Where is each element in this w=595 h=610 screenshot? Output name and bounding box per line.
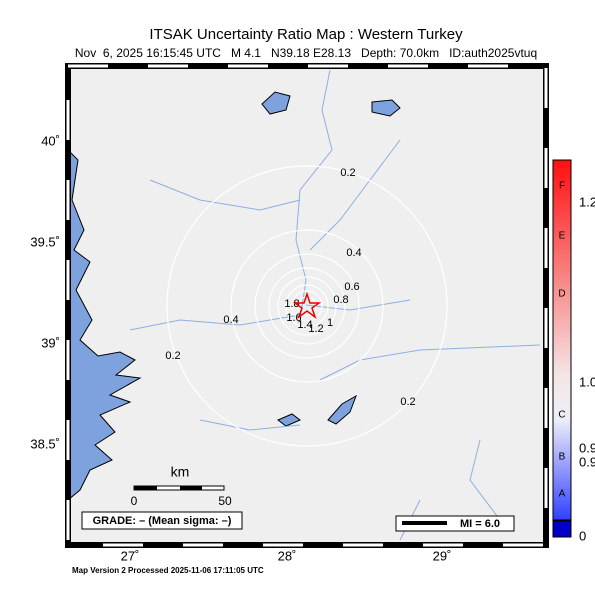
contour-label: 0.4 <box>223 314 238 326</box>
lat-label: 40˚ <box>41 133 60 148</box>
footer: Map Version 2 Processed 2025-11-06 17:11… <box>72 566 264 575</box>
legend-text: MI = 6.0 <box>460 518 500 530</box>
lat-label: 39.5˚ <box>30 234 60 249</box>
contour-label: 1 <box>327 317 333 329</box>
legend-box <box>395 515 515 532</box>
scale-unit: km <box>171 464 190 480</box>
contour-label: 1.6 <box>286 312 301 324</box>
contour-label: 1.8 <box>284 298 299 310</box>
map: 0.2 0.4 0.6 0.8 1 1.2 1.4 1.6 1.8 0.4 0.… <box>65 63 549 548</box>
island <box>371 99 401 117</box>
title: ITSAK Uncertainty Ratio Map : Western Tu… <box>149 26 463 43</box>
colorbar: F E D C B A 1.2 1.0 0.9 0.9 0 <box>552 159 595 543</box>
grade-letter: F <box>559 181 565 192</box>
grade-letter: E <box>559 231 566 242</box>
colorbar-value: 1.2 <box>579 194 595 209</box>
lon-label: 29˚ <box>433 548 452 563</box>
lon-labels: 27˚ 28˚ 29˚ <box>121 548 452 563</box>
contour-labels: 0.2 0.4 0.6 0.8 1 1.2 1.4 1.6 1.8 0.4 0.… <box>165 167 415 408</box>
grade-letter: C <box>558 410 565 421</box>
lat-label: 39˚ <box>41 335 60 350</box>
grade-letter: A <box>559 489 566 500</box>
epicenter <box>292 291 322 320</box>
scale-start: 0 <box>131 494 138 508</box>
lat-label: 38.5˚ <box>30 436 60 451</box>
island <box>261 91 291 115</box>
sea <box>67 148 142 502</box>
colorbar-bottom <box>552 520 572 538</box>
frame <box>65 63 549 548</box>
scale-bar <box>180 486 202 490</box>
lon-label: 27˚ <box>121 548 140 563</box>
colorbar-gradient <box>552 159 572 521</box>
contour-label: 0.2 <box>400 396 415 408</box>
grade: GRADE: – (Mean sigma: –) <box>93 515 232 527</box>
contour-label: 0.2 <box>165 350 180 362</box>
lon-label: 28˚ <box>278 548 297 563</box>
rivers <box>129 69 541 541</box>
subtitle: Nov 6, 2025 16:15:45 UTC M 4.1 N39.18 E2… <box>75 46 537 60</box>
contour-label: 0.6 <box>344 281 359 293</box>
grade-letter: D <box>558 289 565 300</box>
contour-label: 0.4 <box>346 247 361 259</box>
scale-end: 50 <box>218 494 232 508</box>
grade-letter: B <box>559 452 566 463</box>
grade-box <box>81 511 243 530</box>
contour-label: 0.2 <box>340 167 355 179</box>
contour-label: 0.8 <box>333 294 348 306</box>
lake <box>277 394 357 427</box>
colorbar-value: 0.9 <box>579 440 595 455</box>
contours <box>166 165 448 447</box>
scale-bar <box>134 486 157 490</box>
colorbar-value: 0.9 <box>579 454 595 469</box>
contour-label: 1.4 <box>297 319 312 331</box>
contour-label: 1.2 <box>308 323 323 335</box>
lat-labels: 40˚ 39.5˚ 39˚ 38.5˚ <box>30 133 60 451</box>
colorbar-value: 1.0 <box>579 374 595 389</box>
colorbar-value: 0 <box>579 528 586 543</box>
